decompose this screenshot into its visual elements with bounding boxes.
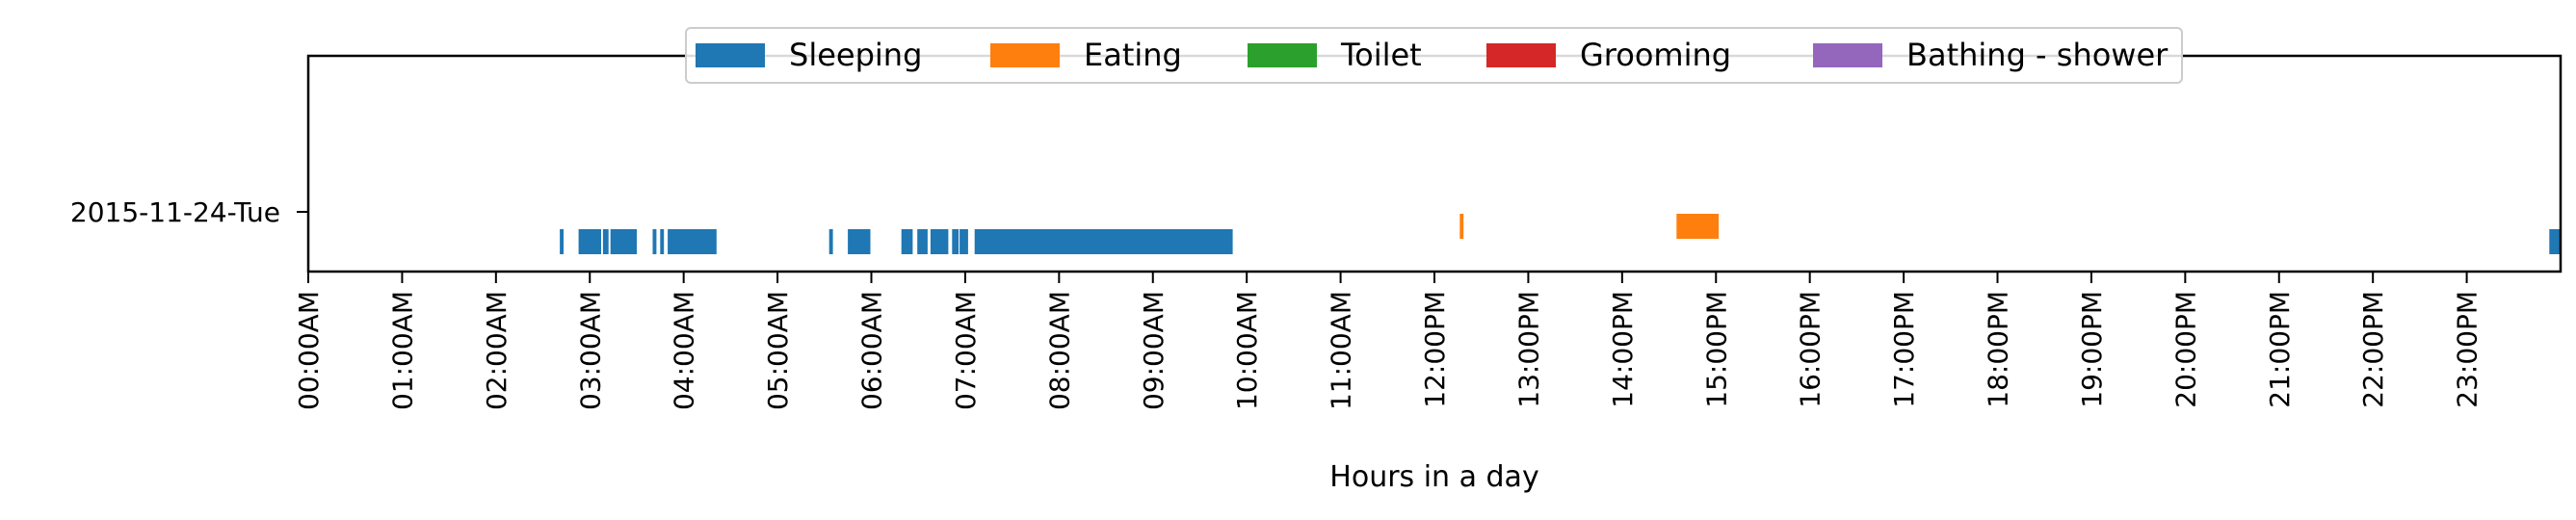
x-tick-label: 10:00AM (1231, 291, 1263, 410)
activity-bar-sleeping (901, 229, 913, 254)
activity-bar-sleeping (652, 229, 657, 254)
x-tick-label: 05:00AM (762, 291, 794, 410)
legend: Sleeping Eating Toilet Grooming Bathing - sh… (685, 27, 2183, 84)
legend-label: Grooming (1580, 37, 1731, 73)
activity-bar-sleeping (560, 229, 564, 254)
activity-bar-sleeping (610, 229, 637, 254)
x-tick-label: 16:00PM (1795, 291, 1827, 408)
legend-label: Sleeping (789, 37, 922, 73)
activity-bar-sleeping (848, 229, 871, 254)
x-tick-label: 01:00AM (386, 291, 418, 410)
activity-bar-sleeping (959, 229, 968, 254)
x-tick-label: 07:00AM (950, 291, 982, 410)
x-tick-label: 21:00PM (2264, 291, 2296, 408)
x-tick-label: 13:00PM (1512, 291, 1544, 408)
activity-bar-eating (1676, 214, 1720, 239)
x-tick-label: 18:00PM (1983, 291, 2014, 408)
x-tick-label: 08:00AM (1043, 291, 1075, 410)
legend-swatch (1248, 43, 1317, 67)
y-tick-label: 2015-11-24-Tue (70, 196, 280, 228)
legend-swatch (990, 43, 1060, 67)
activity-bar-sleeping (578, 229, 601, 254)
legend-swatch (1486, 43, 1556, 67)
x-tick-label: 23:00PM (2452, 291, 2484, 408)
activity-bar-sleeping (917, 229, 928, 254)
legend-swatch (696, 43, 765, 67)
y-axis: 2015-11-24-Tue (70, 196, 308, 228)
x-tick-label: 06:00AM (856, 291, 888, 410)
x-tick-label: 09:00AM (1138, 291, 1170, 410)
x-tick-label: 20:00PM (2169, 291, 2201, 408)
plot-frame (306, 54, 2563, 273)
activity-bar-sleeping (930, 229, 949, 254)
x-tick-label: 04:00AM (669, 291, 700, 410)
activity-bars (560, 214, 2561, 254)
x-tick-label: 11:00AM (1326, 291, 1357, 410)
activity-bar-sleeping (974, 229, 1233, 254)
x-tick-label: 19:00PM (2076, 291, 2108, 408)
legend-swatch (1813, 43, 1882, 67)
x-tick-label: 17:00PM (1888, 291, 1920, 408)
activity-bar-sleeping (2549, 229, 2561, 254)
legend-label: Eating (1084, 37, 1182, 73)
activity-bar-sleeping (668, 229, 717, 254)
activity-bar-eating (1459, 214, 1464, 239)
x-axis: 00:00AM 01:00AM 02:00AM 03:00AM 04:00AM 05:00… (293, 272, 2484, 410)
legend-label: Toilet (1340, 37, 1422, 73)
activity-bar-sleeping (602, 229, 609, 254)
x-tick-label: 12:00PM (1419, 291, 1451, 408)
x-tick-label: 22:00PM (2357, 291, 2389, 408)
x-tick-label: 03:00AM (574, 291, 606, 410)
x-tick-label: 02:00AM (481, 291, 513, 410)
activity-bar-sleeping (952, 229, 959, 254)
activity-bar-sleeping (828, 229, 833, 254)
legend-frame (685, 27, 2183, 84)
activity-bar-sleeping (660, 229, 665, 254)
x-tick-label: 14:00PM (1607, 291, 1639, 408)
x-tick-label: 00:00AM (293, 291, 325, 410)
x-axis-title: Hours in a day (1329, 460, 1538, 494)
x-tick-label: 15:00PM (1700, 291, 1732, 408)
legend-label: Bathing - shower (1906, 37, 2169, 73)
